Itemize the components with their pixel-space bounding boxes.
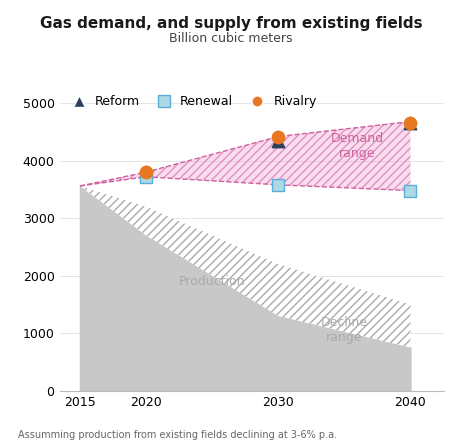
Point <box>142 173 150 180</box>
Point <box>274 137 282 144</box>
Point <box>274 133 282 140</box>
Text: Billion cubic meters: Billion cubic meters <box>169 32 293 45</box>
Point <box>142 169 150 176</box>
Legend: Reform, Renewal, Rivalry: Reform, Renewal, Rivalry <box>67 95 316 108</box>
Point <box>274 181 282 188</box>
Text: Production: Production <box>179 275 245 288</box>
Point <box>407 187 414 194</box>
Point <box>407 120 414 127</box>
Text: Assumming production from existing fields declining at 3-6% p.a.: Assumming production from existing field… <box>18 429 338 440</box>
Text: Decline
range: Decline range <box>321 316 368 345</box>
Point <box>407 120 414 127</box>
Text: Demand
range: Demand range <box>331 132 384 160</box>
Point <box>142 169 150 176</box>
Text: Gas demand, and supply from existing fields: Gas demand, and supply from existing fie… <box>40 16 422 31</box>
